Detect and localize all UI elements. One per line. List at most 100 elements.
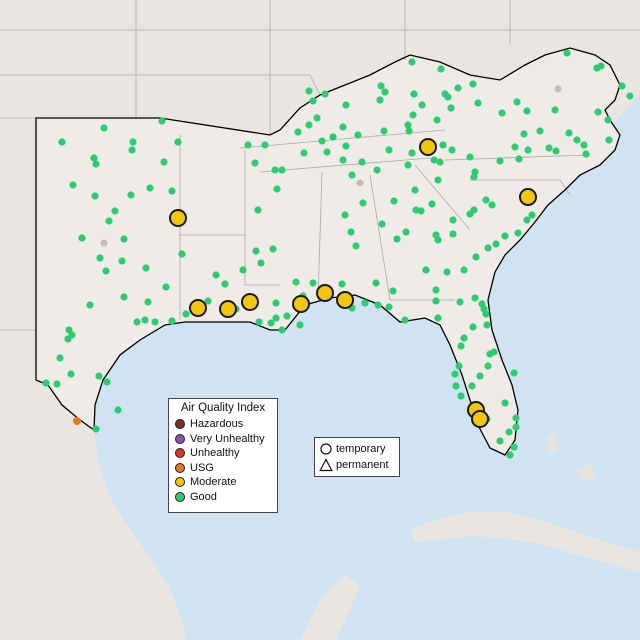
- good-monitor: [605, 136, 613, 144]
- legend-item-temporary: temporary: [315, 441, 399, 456]
- good-monitor: [520, 130, 528, 138]
- good-monitor: [418, 101, 426, 109]
- legend-label: Hazardous: [190, 418, 244, 431]
- good-monitor: [447, 104, 455, 112]
- good-monitor: [69, 181, 77, 189]
- moderate-monitor: [189, 299, 207, 317]
- moderate-monitor: [419, 138, 437, 156]
- good-monitor: [168, 187, 176, 195]
- aqi-legend: Air Quality Index Hazardous Very Unhealt…: [168, 398, 278, 513]
- good-monitor: [457, 342, 465, 350]
- good-monitor: [545, 144, 553, 152]
- good-monitor: [348, 171, 356, 179]
- good-monitor: [454, 84, 462, 92]
- good-monitor: [178, 250, 186, 258]
- good-monitor: [300, 149, 308, 157]
- good-monitor: [261, 141, 269, 149]
- good-monitor: [168, 317, 176, 325]
- good-monitor: [56, 354, 64, 362]
- moderate-monitor: [316, 284, 334, 302]
- good-monitor: [511, 143, 519, 151]
- good-monitor: [451, 370, 459, 378]
- legend-item-moderate: Moderate: [169, 475, 277, 490]
- good-monitor: [120, 293, 128, 301]
- good-monitor: [441, 90, 449, 98]
- good-monitor: [128, 146, 136, 154]
- good-monitor: [515, 155, 523, 163]
- good-monitor: [501, 232, 509, 240]
- good-monitor: [488, 201, 496, 209]
- good-monitor: [484, 362, 492, 370]
- good-monitor: [338, 280, 346, 288]
- good-monitor: [436, 158, 444, 166]
- good-monitor: [472, 253, 480, 261]
- good-monitor: [377, 82, 385, 90]
- good-monitor: [448, 146, 456, 154]
- good-monitor: [269, 245, 277, 253]
- good-monitor: [469, 80, 477, 88]
- good-monitor: [133, 318, 141, 326]
- good-monitor: [273, 185, 281, 193]
- good-monitor: [618, 82, 626, 90]
- moderate-monitor: [519, 188, 537, 206]
- triangle-icon: [319, 457, 333, 471]
- good-monitor: [468, 382, 476, 390]
- good-monitor: [305, 121, 313, 129]
- moderate-monitor: [219, 300, 237, 318]
- good-monitor: [95, 372, 103, 380]
- good-monitor: [160, 158, 168, 166]
- unhealthy-swatch: [175, 448, 185, 459]
- good-monitor: [64, 335, 72, 343]
- good-monitor: [67, 370, 75, 378]
- good-monitor: [272, 299, 280, 307]
- good-monitor: [411, 186, 419, 194]
- good-monitor: [142, 264, 150, 272]
- good-monitor: [158, 117, 166, 125]
- good-monitor: [393, 235, 401, 243]
- good-monitor: [254, 206, 262, 214]
- good-monitor: [580, 141, 588, 149]
- cuba-island: [410, 512, 640, 572]
- good-monitor: [443, 268, 451, 276]
- good-monitor: [404, 161, 412, 169]
- good-monitor: [490, 348, 498, 356]
- good-monitor: [373, 166, 381, 174]
- good-monitor: [342, 101, 350, 109]
- good-monitor: [120, 235, 128, 243]
- good-monitor: [422, 266, 430, 274]
- good-monitor: [434, 176, 442, 184]
- good-monitor: [92, 160, 100, 168]
- good-monitor: [482, 310, 490, 318]
- legend-item-good: Good: [169, 490, 277, 505]
- good-monitor: [321, 90, 329, 98]
- good-monitor: [53, 380, 61, 388]
- good-monitor: [174, 138, 182, 146]
- good-monitor: [434, 314, 442, 322]
- good-monitor: [460, 266, 468, 274]
- good-monitor: [86, 301, 94, 309]
- good-monitor: [476, 372, 484, 380]
- good-monitor: [91, 192, 99, 200]
- good-monitor: [255, 318, 263, 326]
- good-monitor: [111, 207, 119, 215]
- moderate-monitor: [336, 291, 354, 309]
- good-monitor: [309, 279, 317, 287]
- no-data-markers: [100, 85, 562, 247]
- good-monitor: [323, 148, 331, 156]
- good-monitor: [278, 326, 286, 334]
- good-monitor: [278, 166, 286, 174]
- good-monitor: [90, 154, 98, 162]
- good-monitor: [434, 236, 442, 244]
- good-monitor: [432, 286, 440, 294]
- good-monitor: [565, 129, 573, 137]
- good-monitor: [474, 99, 482, 107]
- good-monitor: [409, 111, 417, 119]
- good-monitor: [182, 310, 190, 318]
- legend-label: temporary: [336, 442, 386, 455]
- legend-label: Moderate: [190, 476, 237, 489]
- legend-item-unhealthy: Unhealthy: [169, 446, 277, 461]
- good-swatch: [175, 491, 185, 502]
- good-monitor: [354, 131, 362, 139]
- good-monitor: [470, 173, 478, 181]
- moderate-monitor: [241, 293, 259, 311]
